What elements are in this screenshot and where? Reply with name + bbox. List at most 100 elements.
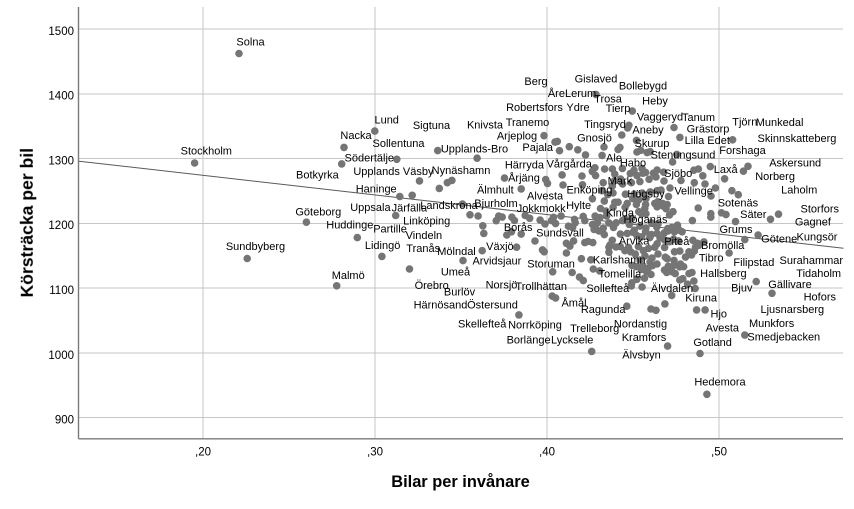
svg-text:Knivsta: Knivsta bbox=[467, 120, 504, 132]
svg-text:Älmhult: Älmhult bbox=[477, 185, 514, 197]
svg-text:Surahammar: Surahammar bbox=[780, 255, 844, 267]
svg-text:Haninge: Haninge bbox=[356, 183, 397, 195]
svg-text:Hofors: Hofors bbox=[804, 292, 837, 304]
svg-text:Skellefteå: Skellefteå bbox=[458, 319, 507, 331]
svg-text:Aneby: Aneby bbox=[632, 125, 664, 137]
svg-text:Borlänge: Borlänge bbox=[507, 335, 551, 347]
svg-text:Lycksele: Lycksele bbox=[551, 335, 593, 347]
svg-text:Sjöbo: Sjöbo bbox=[664, 168, 692, 180]
svg-text:,30: ,30 bbox=[367, 447, 383, 459]
svg-text:Örebro: Örebro bbox=[415, 280, 449, 292]
svg-text:Norrköping: Norrköping bbox=[508, 320, 562, 332]
svg-text:Robertsfors: Robertsfors bbox=[506, 102, 563, 114]
svg-text:Nynäshamn: Nynäshamn bbox=[432, 165, 491, 177]
svg-text:Älvsbyn: Älvsbyn bbox=[622, 350, 661, 362]
svg-text:Trelleborg: Trelleborg bbox=[570, 323, 619, 335]
svg-text:Hylte: Hylte bbox=[566, 200, 591, 212]
svg-text:Avesta: Avesta bbox=[706, 323, 740, 335]
svg-text:Storfors: Storfors bbox=[801, 204, 840, 216]
svg-text:Heby: Heby bbox=[642, 95, 668, 107]
svg-text:Upplands Väsby: Upplands Väsby bbox=[353, 166, 434, 178]
svg-text:Huddinge: Huddinge bbox=[326, 220, 373, 232]
svg-text:Botkyrka: Botkyrka bbox=[296, 169, 340, 181]
svg-text:Gnosjö: Gnosjö bbox=[577, 133, 612, 145]
svg-text:Nordanstig: Nordanstig bbox=[614, 318, 667, 330]
svg-text:Pajala: Pajala bbox=[522, 142, 553, 154]
svg-text:Forshaga: Forshaga bbox=[719, 145, 766, 157]
svg-text:Grästorp: Grästorp bbox=[687, 123, 730, 135]
svg-text:Landskrona: Landskrona bbox=[420, 200, 478, 212]
svg-text:Tomelilla: Tomelilla bbox=[599, 269, 643, 281]
svg-text:Göteborg: Göteborg bbox=[295, 206, 341, 218]
svg-text:,50: ,50 bbox=[711, 447, 727, 459]
svg-text:Bjurholm: Bjurholm bbox=[474, 198, 517, 210]
svg-text:Höganäs: Höganäs bbox=[623, 214, 668, 226]
svg-text:Bromölla: Bromölla bbox=[701, 240, 745, 252]
svg-text:Enköping: Enköping bbox=[566, 185, 612, 197]
svg-text:Gagnef: Gagnef bbox=[795, 217, 832, 229]
svg-text:Lilla Edet: Lilla Edet bbox=[685, 135, 730, 147]
svg-text:Smedjebacken: Smedjebacken bbox=[747, 332, 820, 344]
svg-text:Piteå: Piteå bbox=[664, 236, 690, 248]
svg-text:Bollebygd: Bollebygd bbox=[619, 81, 667, 93]
svg-text:Kramfors: Kramfors bbox=[622, 332, 667, 344]
svg-text:1400: 1400 bbox=[48, 91, 74, 103]
svg-text:Gislaved: Gislaved bbox=[575, 74, 618, 86]
svg-text:Tjörn: Tjörn bbox=[732, 116, 757, 128]
svg-text:Sotenäs: Sotenäs bbox=[718, 198, 759, 210]
svg-text:Tranås: Tranås bbox=[406, 243, 440, 255]
svg-text:Skurup: Skurup bbox=[635, 138, 670, 150]
svg-text:Årjäng: Årjäng bbox=[508, 171, 540, 184]
svg-text:Högsby: Högsby bbox=[627, 189, 665, 201]
svg-text:Götene: Götene bbox=[761, 234, 797, 246]
svg-text:Storuman: Storuman bbox=[527, 259, 575, 271]
svg-text:Sundbyberg: Sundbyberg bbox=[226, 241, 285, 253]
svg-text:Södertälje: Södertälje bbox=[345, 153, 395, 165]
svg-text:Arvika: Arvika bbox=[619, 235, 650, 247]
svg-text:Stenungsund: Stenungsund bbox=[651, 150, 716, 162]
svg-text:Sundsvall: Sundsvall bbox=[536, 228, 584, 240]
svg-text:Arvidsjaur: Arvidsjaur bbox=[472, 256, 521, 268]
svg-text:Hallsberg: Hallsberg bbox=[700, 268, 746, 280]
svg-text:Uppsala: Uppsala bbox=[350, 202, 391, 214]
svg-text:Jokkmokk: Jokkmokk bbox=[517, 203, 566, 215]
svg-text:1000: 1000 bbox=[48, 350, 74, 362]
svg-text:Sollefteå: Sollefteå bbox=[586, 283, 630, 295]
svg-text:Gällivare: Gällivare bbox=[768, 279, 811, 291]
svg-text:Norberg: Norberg bbox=[755, 171, 795, 183]
svg-text:Östersund: Östersund bbox=[467, 300, 518, 312]
svg-text:Burlöv: Burlöv bbox=[444, 287, 476, 299]
svg-text:Älvdalen: Älvdalen bbox=[651, 283, 693, 295]
svg-text:Alvesta: Alvesta bbox=[527, 190, 564, 202]
svg-text:Vindeln: Vindeln bbox=[406, 230, 443, 242]
svg-text:1100: 1100 bbox=[49, 285, 74, 297]
svg-text:Laholm: Laholm bbox=[781, 185, 817, 197]
svg-text:Mark: Mark bbox=[608, 175, 633, 187]
svg-text:Stockholm: Stockholm bbox=[181, 146, 232, 158]
svg-text:1300: 1300 bbox=[48, 156, 74, 168]
svg-text:Mölndal: Mölndal bbox=[437, 246, 476, 258]
svg-text:Ydre: Ydre bbox=[566, 102, 589, 114]
svg-text:Partille: Partille bbox=[373, 224, 407, 236]
svg-text:Tibro: Tibro bbox=[699, 253, 724, 265]
svg-text:Härryda: Härryda bbox=[505, 159, 545, 171]
svg-text:Upplands-Bro: Upplands-Bro bbox=[441, 144, 508, 156]
svg-text:Arjeplog: Arjeplog bbox=[497, 131, 537, 143]
svg-text:Linköping: Linköping bbox=[403, 216, 450, 228]
svg-text:Trollhättan: Trollhättan bbox=[515, 281, 567, 293]
svg-text:Härnösand: Härnösand bbox=[414, 300, 468, 312]
svg-text:ÅreLerum: ÅreLerum bbox=[548, 87, 596, 100]
svg-text:Sollentuna: Sollentuna bbox=[373, 138, 426, 150]
svg-text:Munkedal: Munkedal bbox=[756, 117, 804, 129]
svg-text:Borås: Borås bbox=[504, 222, 533, 234]
svg-text:Ljusnarsberg: Ljusnarsberg bbox=[761, 304, 825, 316]
svg-text:Kungsör: Kungsör bbox=[797, 231, 838, 243]
svg-text:Laxå: Laxå bbox=[714, 164, 739, 176]
svg-text:Växjö: Växjö bbox=[486, 241, 514, 253]
svg-text:Grums: Grums bbox=[720, 224, 754, 236]
svg-text:Bilar per invånare: Bilar per invånare bbox=[391, 473, 529, 491]
svg-text:Körsträcka per bil: Körsträcka per bil bbox=[17, 148, 37, 298]
svg-text:1500: 1500 bbox=[48, 26, 74, 38]
svg-text:Norsjö: Norsjö bbox=[486, 280, 518, 292]
svg-text:Lund: Lund bbox=[374, 114, 398, 126]
